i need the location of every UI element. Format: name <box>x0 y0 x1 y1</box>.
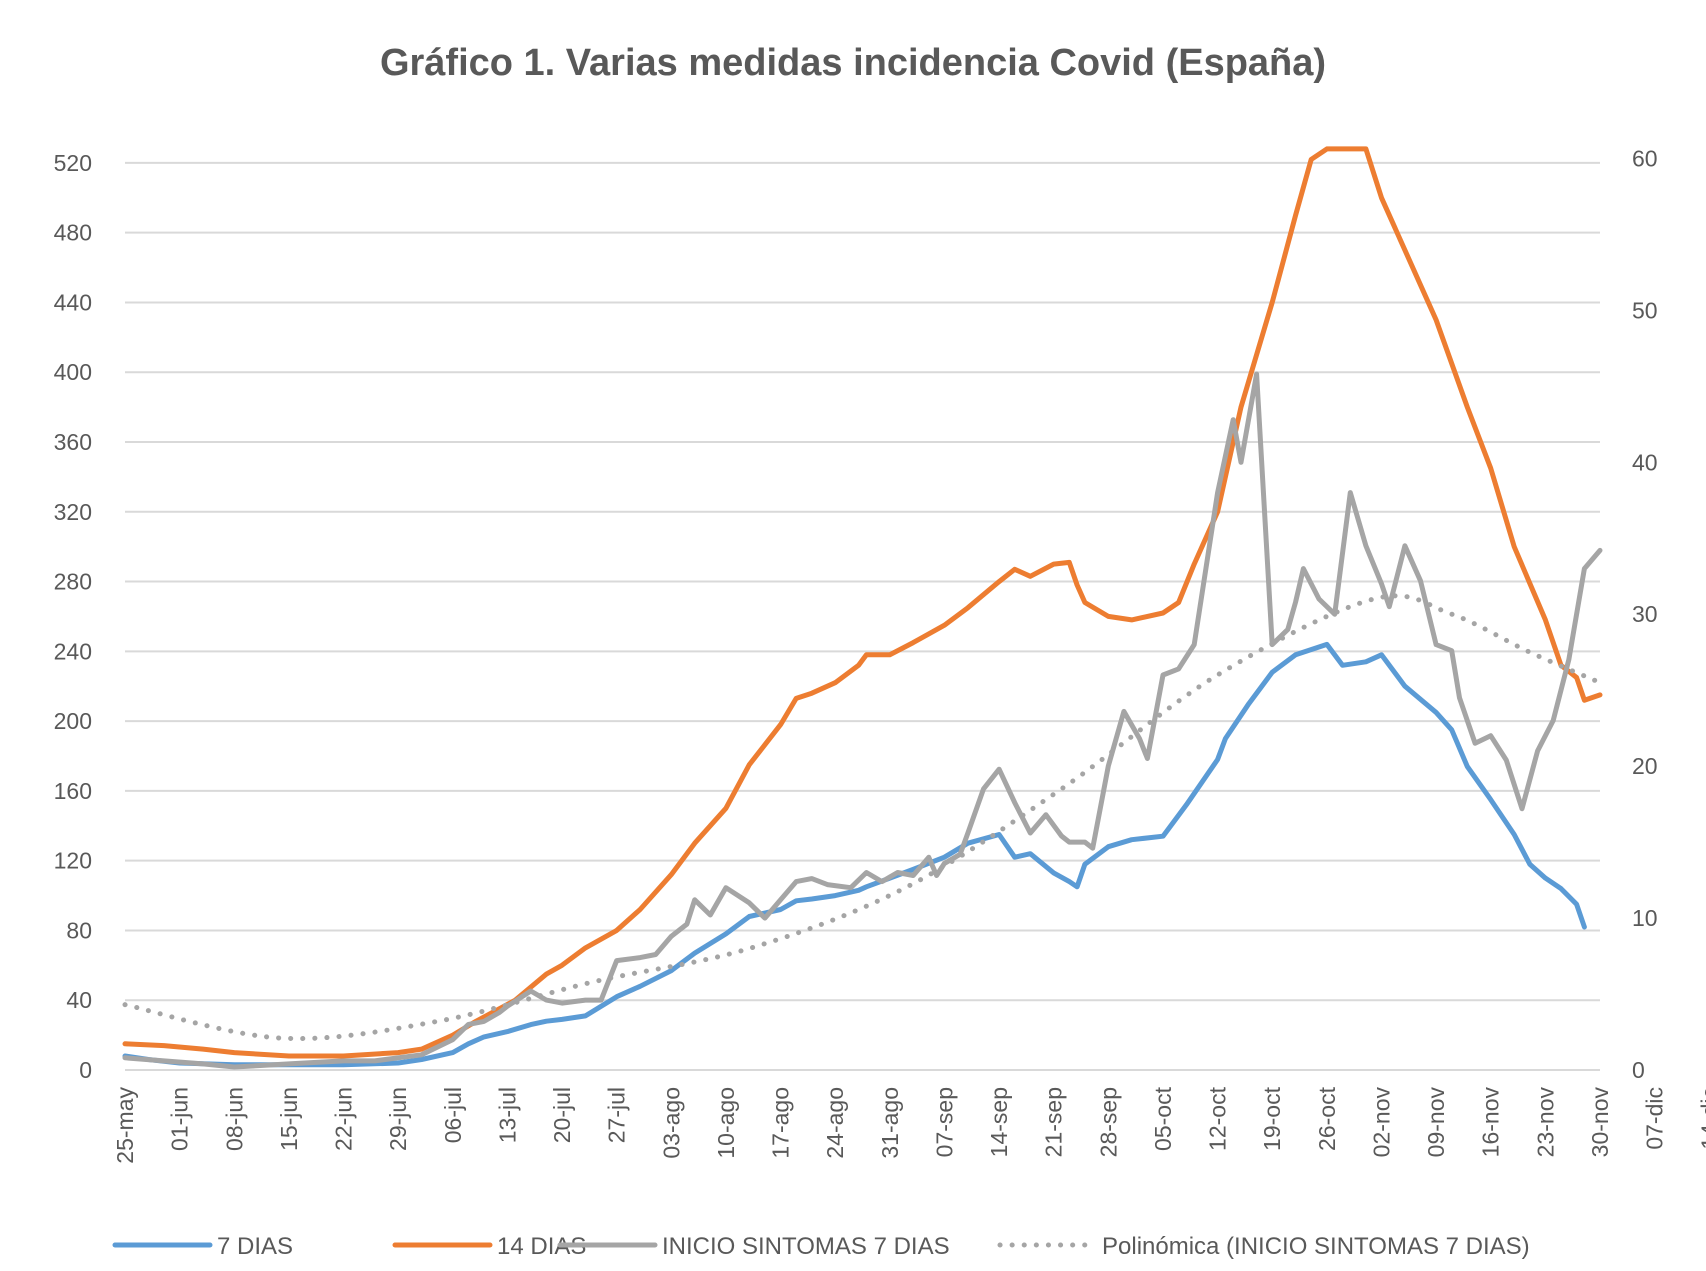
left-tick-label: 280 <box>54 569 92 595</box>
x-tick-label: 12-oct <box>1205 1086 1231 1151</box>
x-tick-label: 01-jun <box>167 1087 193 1151</box>
left-tick-label: 520 <box>54 150 92 176</box>
x-tick-label: 21-sep <box>1041 1087 1067 1157</box>
right-tick-label: 10 <box>1632 905 1658 931</box>
chart-title: Gráfico 1. Varias medidas incidencia Cov… <box>380 42 1326 84</box>
x-tick-label: 28-sep <box>1095 1087 1121 1157</box>
x-tick-label: 29-jun <box>385 1087 411 1151</box>
x-tick-label: 30-nov <box>1587 1087 1613 1158</box>
series-inicio-sintomas-line <box>122 371 1603 1070</box>
left-tick-label: 80 <box>66 917 92 943</box>
legend-label: INICIO SINTOMAS 7 DIAS <box>662 1233 950 1260</box>
x-tick-label: 25-may <box>112 1087 138 1164</box>
x-tick-label: 20-jul <box>549 1087 575 1143</box>
left-tick-label: 120 <box>54 848 92 874</box>
gridlines <box>125 161 1600 1071</box>
left-tick-label: 40 <box>66 987 92 1013</box>
x-tick-label: 24-ago <box>822 1087 848 1159</box>
left-tick-label: 400 <box>54 359 92 385</box>
x-tick-label: 23-nov <box>1532 1087 1558 1158</box>
left-tick-label: 360 <box>54 429 92 455</box>
right-tick-label: 50 <box>1632 297 1658 323</box>
x-tick-label: 14-sep <box>986 1087 1012 1157</box>
x-axis: 25-may 01-jun 08-jun 15-jun 22-jun 29-jun 06-j… <box>112 1086 1706 1163</box>
right-tick-label: 30 <box>1632 601 1658 627</box>
left-tick-label: 200 <box>54 708 92 734</box>
x-tick-label: 27-jul <box>604 1087 630 1143</box>
x-tick-label: 19-oct <box>1259 1086 1285 1151</box>
left-tick-label: 320 <box>54 499 92 525</box>
x-tick-label: 15-jun <box>276 1087 302 1151</box>
x-tick-label: 02-nov <box>1368 1087 1394 1158</box>
right-tick-label: 60 <box>1632 145 1658 171</box>
x-tick-label: 22-jun <box>331 1087 357 1151</box>
x-tick-label: 13-jul <box>494 1087 520 1143</box>
left-tick-label: 480 <box>54 220 92 246</box>
x-tick-label: 10-ago <box>713 1087 739 1159</box>
x-tick-label: 06-jul <box>440 1087 466 1143</box>
x-tick-label: 26-oct <box>1314 1086 1340 1151</box>
x-tick-label: 05-oct <box>1150 1086 1176 1151</box>
legend-label: Polinómica (INICIO SINTOMAS 7 DIAS) <box>1102 1233 1530 1260</box>
x-tick-label: 07-dic <box>1642 1087 1668 1150</box>
left-tick-label: 160 <box>54 778 92 804</box>
x-tick-label: 14-dic <box>1696 1087 1706 1150</box>
left-tick-label: 440 <box>54 289 92 315</box>
x-tick-label: 17-ago <box>768 1087 794 1159</box>
right-tick-label: 40 <box>1632 449 1658 475</box>
series-lines <box>122 146 1603 1070</box>
x-tick-label: 07-sep <box>931 1087 957 1157</box>
x-tick-label: 09-nov <box>1423 1087 1449 1158</box>
legend: 7 DIAS 14 DIAS INICIO SINTOMAS 7 DIAS Polin… <box>112 1233 1530 1260</box>
right-tick-label: 0 <box>1632 1057 1645 1083</box>
left-tick-label: 0 <box>79 1057 92 1083</box>
right-y-axis: 0 10 20 30 40 50 60 <box>1632 145 1658 1083</box>
x-tick-label: 16-nov <box>1478 1087 1504 1158</box>
left-y-axis: 0 40 80 120 160 200 240 280 320 360 400 440 480 520 <box>54 150 92 1083</box>
series-7-dias-line <box>122 641 1587 1068</box>
left-tick-label: 240 <box>54 638 92 664</box>
legend-label: 7 DIAS <box>217 1233 293 1260</box>
right-tick-label: 20 <box>1632 753 1658 779</box>
x-tick-label: 31-ago <box>877 1087 903 1159</box>
x-tick-label: 03-ago <box>658 1087 684 1159</box>
x-tick-label: 08-jun <box>221 1087 247 1151</box>
